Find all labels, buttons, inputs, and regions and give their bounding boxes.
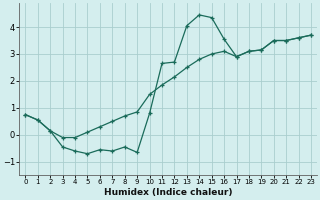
X-axis label: Humidex (Indice chaleur): Humidex (Indice chaleur) — [104, 188, 232, 197]
